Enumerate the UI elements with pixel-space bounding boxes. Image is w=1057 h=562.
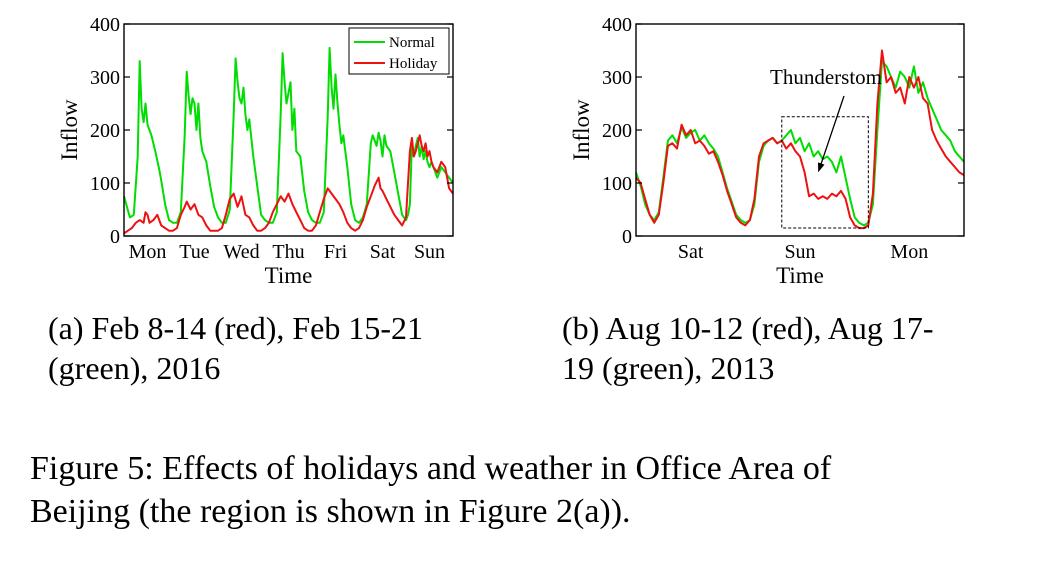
subcaption-b: (b) Aug 10-12 (red), Aug 17- 19 (green),…: [562, 308, 933, 388]
chart-b-annotation-box: [781, 116, 869, 229]
chart-a-xtick-label-mon: Mon: [129, 241, 167, 263]
chart-a-x-axis-title: Time: [265, 263, 313, 288]
chart-b-xtick-label-sat: Sat: [678, 241, 704, 263]
chart-a-xtick-label-tue: Tue: [179, 241, 210, 263]
chart-b-x-axis-title: Time: [776, 263, 824, 288]
subcaption-a-line1: (a) Feb 8-14 (red), Feb 15-21: [48, 310, 423, 346]
chart-b-series-red-line: [635, 49, 965, 230]
chart-b-xtick-label-sun: Sun: [784, 241, 815, 263]
chart-a-xtick-label-sun: Sun: [414, 241, 445, 263]
chart-b-ytick-label-200: 200: [602, 120, 632, 142]
chart-a-y-axis-title: Inflow: [57, 99, 82, 161]
chart-a-series-red-line: [123, 134, 454, 235]
chart-b-annotation-label: Thunderstom: [770, 65, 882, 89]
chart-b-xtick-label-mon: Mon: [890, 241, 928, 263]
subcaption-b-line1: (b) Aug 10-12 (red), Aug 17-: [562, 310, 934, 346]
chart-a-ytick-label-300: 300: [90, 67, 120, 89]
chart-b-annotation-arrow: [819, 95, 845, 167]
chart-a-ytick-label-200: 200: [90, 120, 120, 142]
chart-b-y-axis-title: Inflow: [569, 99, 594, 161]
chart-a-legend-label-normal: Normal: [389, 35, 435, 51]
figure-caption-line1: Figure 5: Effects of holidays and weathe…: [30, 450, 832, 487]
chart-b-ytick-label-400: 400: [602, 14, 632, 36]
chart-b-plot-frame: [635, 23, 965, 237]
chart-a-xtick-label-thu: Thu: [272, 241, 304, 263]
chart-b-ytick-label-0: 0: [622, 226, 632, 248]
subcaption-b-line2: 19 (green), 2013: [562, 350, 775, 386]
subcaption-a-line2: (green), 2016: [48, 350, 221, 386]
chart-b-annotation-arrowhead: [817, 162, 825, 173]
figure-caption-line2: Beijing (the region is shown in Figure 2…: [30, 493, 631, 530]
chart-a-xtick-label-fri: Fri: [324, 241, 348, 263]
chart-a-legend-label-holiday: Holiday: [389, 56, 438, 72]
chart-b-ytick-label-100: 100: [602, 173, 632, 195]
chart-a-xtick-label-wed: Wed: [223, 241, 259, 263]
chart-a-ytick-label-100: 100: [90, 173, 120, 195]
chart-a-ytick-label-400: 400: [90, 14, 120, 36]
chart-a-xtick-label-sat: Sat: [370, 241, 396, 263]
figure-caption: Figure 5: Effects of holidays and weathe…: [30, 447, 1040, 533]
chart-a-ytick-label-0: 0: [110, 226, 120, 248]
subcaption-a: (a) Feb 8-14 (red), Feb 15-21 (green), 2…: [48, 308, 423, 388]
chart-b-ytick-label-300: 300: [602, 67, 632, 89]
chart-a-legend-box: [348, 27, 450, 75]
